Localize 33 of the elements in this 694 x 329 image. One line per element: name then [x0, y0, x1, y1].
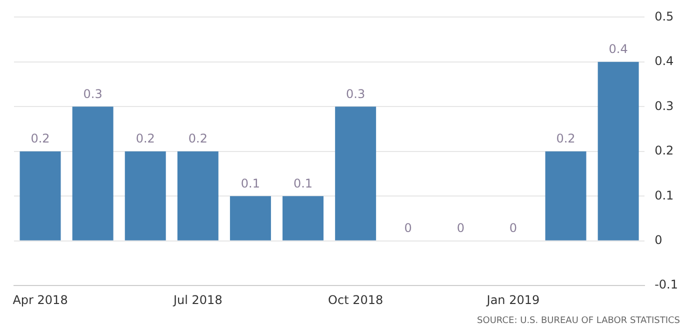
bar [282, 196, 324, 240]
bar [72, 106, 114, 240]
bar [335, 106, 376, 240]
data-label: 0.4 [608, 42, 628, 56]
x-tick-label: Jul 2018 [172, 292, 222, 307]
data-label: 0.2 [556, 132, 576, 146]
x-tick-label: Apr 2018 [12, 292, 68, 307]
data-label: 0 [509, 220, 518, 235]
data-label: 0.3 [346, 86, 366, 101]
data-label: 0.2 [136, 132, 155, 146]
data-label: 0 [404, 220, 412, 235]
bar [230, 196, 271, 240]
bar [20, 151, 61, 240]
data-label: 0.2 [188, 132, 208, 146]
data-label: 0 [456, 220, 464, 235]
bar [124, 151, 166, 240]
bar [177, 151, 218, 240]
source-note: SOURCE: U.S. BUREAU OF LABOR STATISTICS [477, 316, 680, 326]
y-tick-label: 0.3 [654, 98, 674, 113]
data-label: 0.2 [30, 132, 50, 146]
data-label: 0.1 [293, 176, 313, 190]
y-tick-label: 0 [654, 232, 662, 247]
y-tick-label: 0.4 [654, 54, 674, 68]
x-tick-label: Oct 2018 [328, 292, 384, 307]
data-label: 0.3 [83, 86, 102, 101]
bar [598, 62, 639, 240]
data-label: 0.1 [240, 176, 260, 190]
y-tick-label: 0.2 [654, 144, 674, 158]
y-tick-label: 0.5 [654, 9, 674, 24]
y-tick-label: 0.1 [654, 188, 674, 202]
y-tick-label: -0.1 [654, 278, 678, 292]
bar [545, 151, 586, 240]
x-tick-label: Jan 2019 [486, 292, 540, 307]
